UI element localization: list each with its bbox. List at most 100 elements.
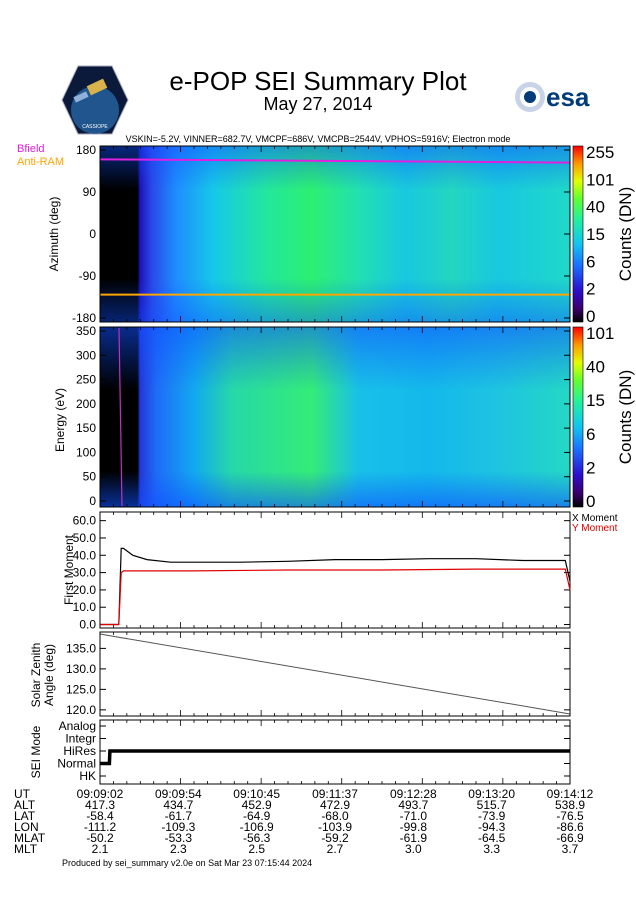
table-cell: -106.9 [239, 820, 274, 834]
sza-tick-label: 120.0 [66, 703, 96, 717]
sza-tick-label: 135.0 [66, 641, 96, 655]
y-moment-line [100, 568, 571, 626]
instrument-params: VSKIN=-5.2V, VINNER=682.7V, VMCPF=686V, … [125, 134, 511, 144]
table-cell: 2.7 [326, 842, 344, 856]
table-cell: -61.7 [164, 809, 192, 823]
energy-colorbar [572, 326, 584, 508]
sza-tick-label: 125.0 [66, 682, 96, 696]
colorbar-tick-label: 0 [586, 307, 595, 326]
table-cell: 3.3 [483, 842, 500, 856]
azimuth-colorbar [572, 145, 584, 323]
plot-title: e-POP SEI Summary Plot [169, 66, 467, 96]
azimuth-heatmap-edges [100, 146, 570, 322]
table-row-label: ALT [14, 798, 36, 812]
energy-tick-label: 300 [76, 348, 96, 362]
time-ticks [99, 146, 571, 784]
table-cell: 472.9 [319, 798, 351, 812]
sza-ylabel-1: Solar Zenith [29, 643, 43, 708]
energy-colorbar-label: Counts (DN) [616, 370, 635, 464]
energy-tick-label: 0 [89, 494, 96, 508]
esa-logo: esa [512, 78, 604, 118]
colorbar-tick-label: 0 [586, 492, 595, 511]
colorbar-tick-label: 2 [586, 280, 595, 299]
epop-logo: CASSIOPE [60, 64, 130, 136]
table-cell: 434.7 [163, 798, 194, 812]
table-cell: -109.3 [161, 820, 196, 834]
azimuth-colorbar-label: Counts (DN) [616, 187, 635, 281]
mode-ylabel: SEI Mode [29, 725, 43, 778]
table-cell: -64.9 [242, 809, 271, 823]
plot-date: May 27, 2014 [263, 94, 373, 114]
moment-ylabel: First Moment [62, 534, 76, 605]
legend-antiram: Anti-RAM [17, 156, 64, 168]
table-cell: 452.9 [241, 798, 272, 812]
energy-tick-label: 150 [76, 421, 96, 435]
table-cell: -111.2 [83, 820, 117, 834]
azimuth-panel: 180 90 0 -90 -180 Bfield Anti-RAM Azimuth (d… [17, 143, 635, 326]
energy-tick-label: 100 [76, 445, 96, 459]
table-cell: -103.9 [317, 820, 353, 834]
energy-edge-line [118, 327, 123, 507]
legend-x-moment: X Moment [572, 513, 618, 524]
colorbar-tick-label: 6 [586, 252, 595, 271]
table-cell: 515.7 [476, 798, 507, 812]
table-cell: -66.9 [556, 831, 584, 845]
moment-tick-label: 10.0 [73, 600, 97, 614]
table-cell: -50.2 [86, 831, 114, 845]
table-cell: -94.3 [477, 820, 506, 834]
colorbar-tick-label: 101 [586, 324, 614, 343]
energy-heatmap-edges [100, 327, 570, 507]
table-cell: 2.1 [91, 842, 109, 856]
colorbar-tick-label: 101 [586, 170, 614, 189]
azimuth-tick-label: -90 [79, 269, 97, 283]
azimuth-tick-label: 90 [83, 185, 97, 199]
svg-text:CASSIOPE: CASSIOPE [82, 124, 108, 130]
table-cell: -58.4 [86, 809, 114, 823]
table-cell: -86.6 [556, 820, 584, 834]
colorbar-tick-label: 15 [586, 391, 605, 410]
azimuth-ylabel: Azimuth (deg) [47, 197, 61, 272]
table-cell: 493.7 [398, 798, 429, 812]
table-cell: 09:12:28 [389, 787, 437, 801]
azimuth-tick-label: -180 [72, 311, 96, 325]
legend-bfield: Bfield [17, 143, 45, 155]
table-cell: -99.8 [399, 820, 427, 834]
moment-tick-label: 0.0 [79, 618, 96, 632]
mode-tick-label: Integr [65, 732, 96, 746]
moment-tick-label: 50.0 [73, 531, 97, 545]
colorbar-tick-label: 15 [586, 225, 605, 244]
azimuth-tick-label: 0 [89, 227, 96, 241]
colorbar-tick-label: 2 [586, 458, 595, 477]
svg-text:esa: esa [546, 82, 590, 112]
table-cell: 3.7 [561, 842, 579, 856]
mode-tick-label: Analog [59, 719, 96, 733]
sza-tick-label: 130.0 [66, 662, 96, 676]
table-row-label: UT [14, 787, 30, 801]
sza-ylabel-2: Angle (deg) [42, 644, 56, 706]
table-row-label: LAT [14, 809, 36, 823]
table-cell: 09:11:37 [312, 787, 358, 801]
table-cell: 2.5 [248, 842, 265, 856]
table-cell: 09:09:02 [76, 787, 124, 801]
table-cell: 09:13:20 [468, 787, 516, 801]
moment-panel: 60.0 50.0 40.0 30.0 20.0 10.0 0.0 First Moment… [62, 511, 618, 632]
footer-credit: Produced by sei_summary v2.0e on Sat Mar… [62, 858, 313, 868]
table-cell: -76.5 [556, 809, 584, 823]
bfield-line [99, 158, 571, 164]
x-moment-line [100, 547, 571, 626]
table-cell: -59.2 [321, 831, 349, 845]
table-row-label: MLAT [14, 831, 46, 845]
moment-tick-label: 30.0 [73, 566, 97, 580]
colorbar-tick-label: 40 [586, 198, 605, 217]
table-cell: -68.0 [321, 809, 349, 823]
energy-tick-label: 200 [76, 397, 96, 411]
legend-y-moment: Y Moment [572, 523, 618, 534]
moment-tick-label: 40.0 [73, 548, 97, 562]
energy-frame [99, 326, 571, 508]
moment-tick-label: 20.0 [73, 583, 97, 597]
colorbar-tick-label: 40 [586, 358, 605, 377]
sza-panel: 135.0 130.0 125.0 120.0 Solar Zenith Angle … [29, 631, 571, 717]
colorbar-tick-label: 6 [586, 425, 595, 444]
